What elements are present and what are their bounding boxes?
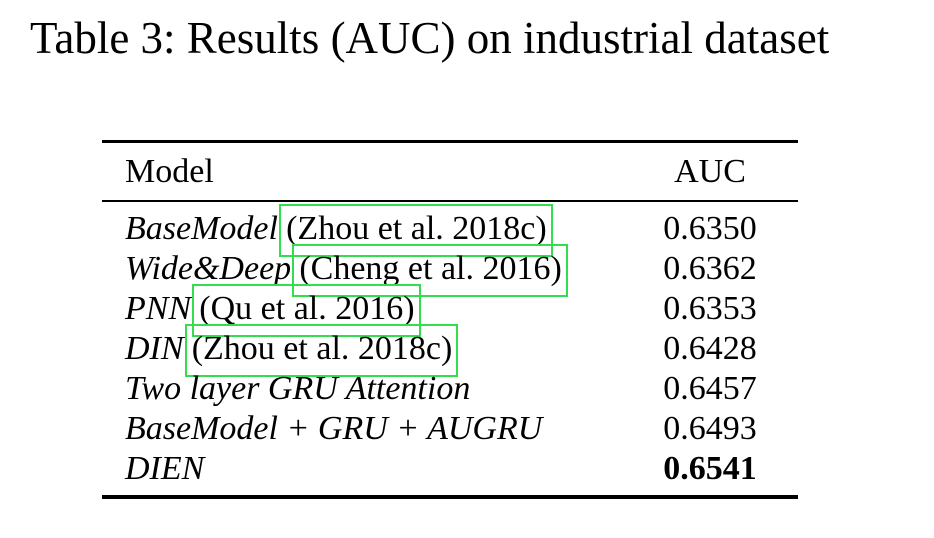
table-row: Wide&Deep (Cheng et al. 2016) 0.6362: [102, 244, 798, 297]
model-cell: PNN (Qu et al. 2016): [102, 284, 622, 337]
auc-cell: 0.6353: [663, 290, 757, 327]
model-cell: BaseModel + GRU + AUGRU: [102, 409, 622, 449]
model-cell: DIEN: [102, 449, 622, 489]
model-cell: DIN (Zhou et al. 2018c): [102, 324, 622, 377]
table-row: BaseModel (Zhou et al. 2018c) 0.6350: [102, 204, 798, 257]
citation-link-box[interactable]: (Qu et al. 2016): [192, 284, 421, 337]
column-header-auc: AUC: [674, 152, 746, 190]
column-header-model: Model: [125, 152, 214, 190]
table-row: PNN (Qu et al. 2016) 0.6353: [102, 284, 798, 337]
model-name: BaseModel: [125, 210, 278, 247]
model-name: DIN: [125, 330, 184, 367]
auc-cell: 0.6493: [663, 410, 757, 447]
model-name: DIEN: [125, 450, 205, 487]
table-row: DIEN 0.6541: [102, 449, 798, 489]
table-row: Two layer GRU Attention 0.6457: [102, 369, 798, 409]
auc-cell: 0.6362: [663, 250, 757, 287]
auc-cell: 0.6428: [663, 330, 757, 367]
table-row: DIN (Zhou et al. 2018c) 0.6428: [102, 324, 798, 377]
table-caption: Table 3: Results (AUC) on industrial dat…: [30, 13, 830, 63]
table-body: BaseModel (Zhou et al. 2018c) 0.6350 Wide…: [102, 202, 798, 495]
model-name: PNN: [125, 290, 192, 327]
model-cell: Two layer GRU Attention: [102, 369, 622, 409]
table-header-row: Model AUC: [102, 143, 798, 202]
results-table: Model AUC BaseModel (Zhou et al. 2018c) 0…: [102, 140, 798, 499]
model-cell: BaseModel (Zhou et al. 2018c): [102, 204, 622, 257]
citation-link-box[interactable]: (Zhou et al. 2018c): [279, 204, 553, 257]
model-name: Wide&Deep: [125, 250, 292, 287]
auc-cell: 0.6541: [663, 450, 757, 487]
model-cell: Wide&Deep (Cheng et al. 2016): [102, 244, 622, 297]
model-name: Two layer GRU Attention: [125, 370, 471, 407]
citation-link-box[interactable]: (Cheng et al. 2016): [292, 244, 568, 297]
table-row: BaseModel + GRU + AUGRU 0.6493: [102, 409, 798, 449]
auc-cell: 0.6457: [663, 370, 757, 407]
auc-cell: 0.6350: [663, 210, 757, 247]
citation-link-box[interactable]: (Zhou et al. 2018c): [184, 324, 459, 377]
model-name: BaseModel + GRU + AUGRU: [125, 410, 543, 447]
